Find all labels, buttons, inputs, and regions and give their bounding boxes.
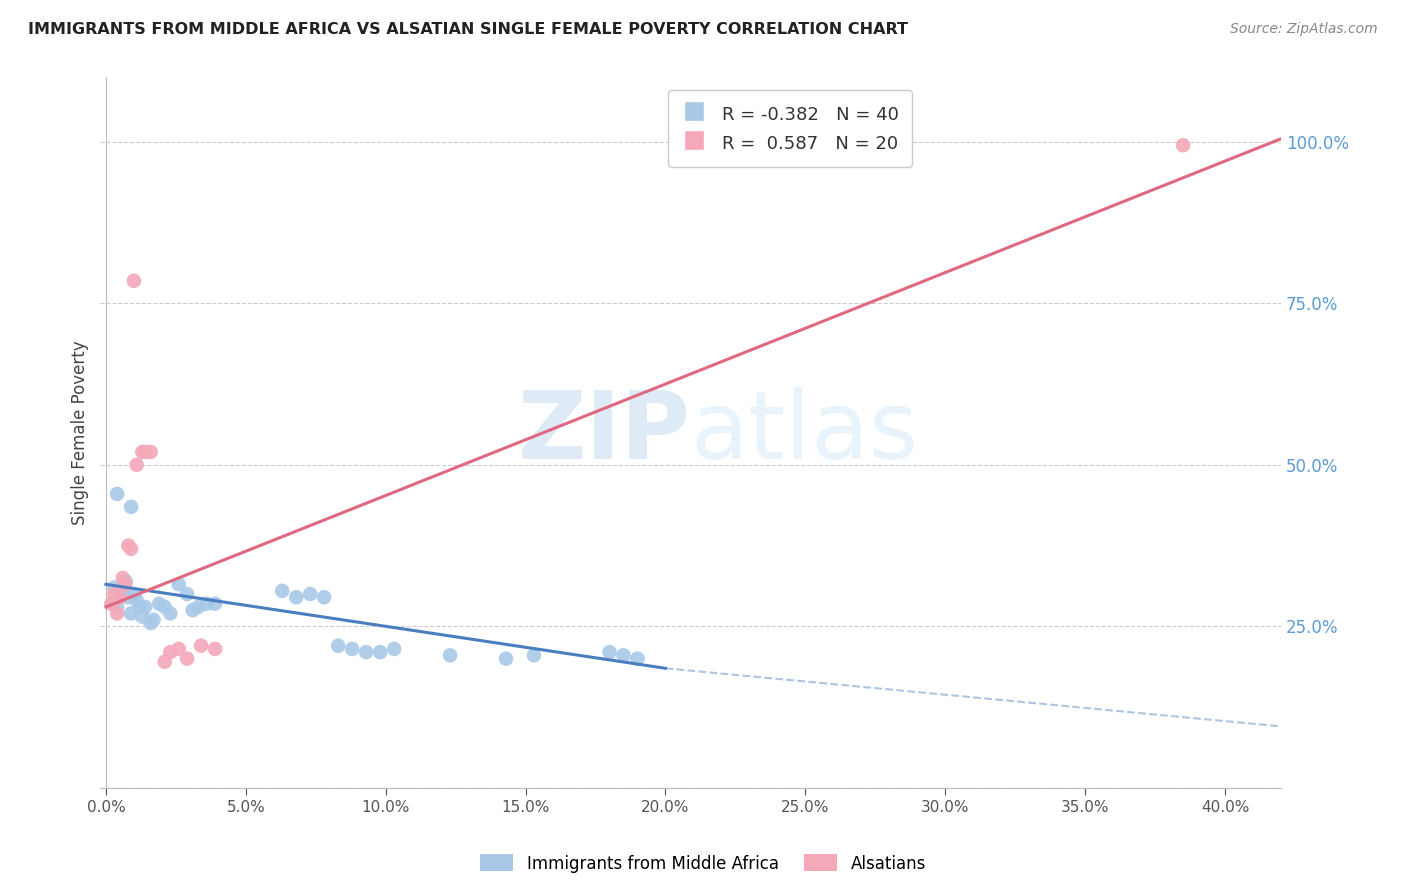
Point [1171, 138, 1194, 153]
Point [153, 655, 176, 669]
Point [103, 587, 125, 601]
Point [626, 651, 648, 665]
Point [108, 591, 131, 605]
Point [195, 597, 218, 611]
Point [167, 577, 190, 591]
Point [139, 616, 162, 631]
Point [368, 645, 391, 659]
Legend: Immigrants from Middle Africa, Alsatians: Immigrants from Middle Africa, Alsatians [474, 847, 932, 880]
Point [128, 599, 150, 614]
Point [382, 641, 405, 656]
Point [120, 541, 142, 556]
Point [159, 607, 181, 621]
Text: atlas: atlas [690, 386, 920, 479]
Point [439, 648, 461, 663]
Point [131, 609, 153, 624]
Point [103, 581, 125, 595]
Point [120, 500, 142, 514]
Point [117, 591, 139, 605]
Point [114, 574, 136, 588]
Point [354, 645, 377, 659]
Point [134, 445, 156, 459]
Point [148, 597, 170, 611]
Point [111, 571, 134, 585]
Point [122, 274, 145, 288]
Point [125, 458, 148, 472]
Point [495, 651, 517, 665]
Point [139, 445, 162, 459]
Point [187, 599, 209, 614]
Text: Source: ZipAtlas.com: Source: ZipAtlas.com [1230, 22, 1378, 37]
Point [159, 645, 181, 659]
Point [100, 597, 122, 611]
Y-axis label: Single Female Poverty: Single Female Poverty [72, 340, 89, 524]
Text: IMMIGRANTS FROM MIDDLE AFRICA VS ALSATIAN SINGLE FEMALE POVERTY CORRELATION CHAR: IMMIGRANTS FROM MIDDLE AFRICA VS ALSATIA… [28, 22, 908, 37]
Point [100, 597, 122, 611]
Point [120, 607, 142, 621]
Point [190, 639, 212, 653]
Point [204, 597, 226, 611]
Point [114, 577, 136, 591]
Legend: R = -0.382   N = 40, R =  0.587   N = 20: R = -0.382 N = 40, R = 0.587 N = 20 [668, 90, 912, 167]
Point [131, 445, 153, 459]
Point [285, 591, 308, 605]
Point [105, 599, 128, 614]
Point [599, 645, 621, 659]
Point [105, 487, 128, 501]
Point [117, 539, 139, 553]
Point [122, 587, 145, 601]
Point [142, 613, 165, 627]
Point [299, 587, 322, 601]
Point [167, 641, 190, 656]
Text: ZIP: ZIP [517, 386, 690, 479]
Point [176, 587, 198, 601]
Point [328, 639, 350, 653]
Point [271, 583, 294, 598]
Point [204, 641, 226, 656]
Point [523, 648, 546, 663]
Point [340, 641, 363, 656]
Point [181, 603, 204, 617]
Point [134, 599, 156, 614]
Point [153, 599, 176, 614]
Point [314, 591, 336, 605]
Point [176, 651, 198, 665]
Point [125, 593, 148, 607]
Point [111, 587, 134, 601]
Point [105, 607, 128, 621]
Point [612, 648, 634, 663]
